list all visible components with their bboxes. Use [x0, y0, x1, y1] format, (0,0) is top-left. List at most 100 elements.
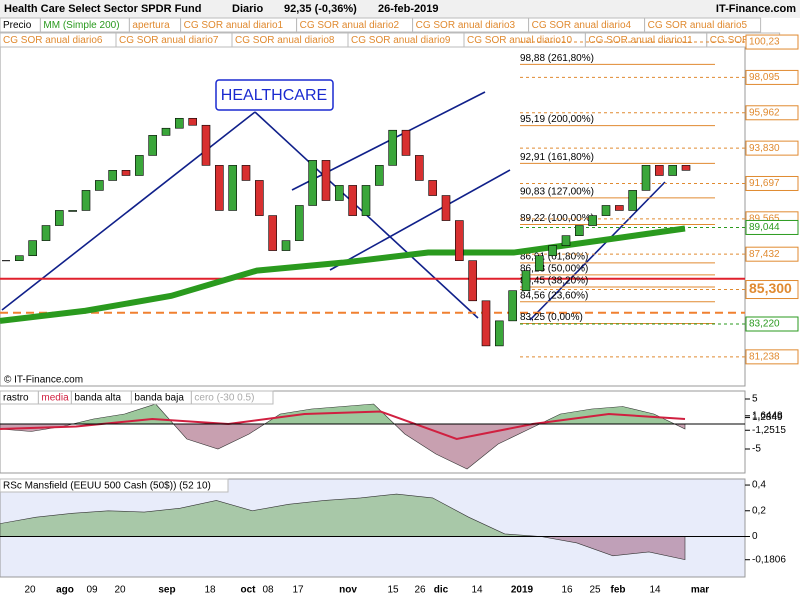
copyright: © IT-Finance.com — [4, 375, 83, 386]
candle — [255, 180, 264, 216]
legend-item: CG SOR anual — [710, 35, 777, 46]
fib-label: 90,83 (127,00%) — [520, 186, 594, 197]
candle — [681, 165, 691, 171]
legend-item: Precio — [3, 20, 32, 31]
candle — [601, 205, 611, 216]
price-label: 87,432 — [749, 249, 780, 260]
legend-item: CG SOR anual diario5 — [648, 20, 748, 31]
candle — [41, 225, 51, 241]
legend-item: CG SOR anual diario1 — [184, 20, 284, 31]
candle — [481, 300, 491, 347]
price-label: 89,044 — [749, 222, 780, 233]
y-tick-label: -5 — [752, 444, 761, 455]
last-price: 92,35 (-0,36%) — [284, 3, 357, 15]
price-label: 100,23 — [749, 37, 780, 48]
legend-item: MM (Simple 200) — [43, 20, 119, 31]
x-tick-label: 14 — [649, 585, 661, 596]
candle — [388, 129, 397, 166]
y-tick-label: 1,2849 — [752, 412, 783, 423]
indicator-legend-box — [0, 478, 229, 493]
x-tick-label: 17 — [292, 585, 304, 596]
price-label: 98,095 — [749, 72, 780, 83]
candle — [668, 165, 677, 176]
legend-item: CG SOR anual diario3 — [416, 20, 516, 31]
price-label-box — [745, 105, 799, 121]
y-tick-label: -0,1806 — [752, 554, 786, 565]
y-tick-label: 1,6448 — [752, 410, 783, 421]
x-tick-label: dic — [434, 585, 449, 596]
indicator-area — [0, 493, 686, 537]
candle — [228, 165, 237, 211]
price-label-box — [745, 175, 799, 191]
fib-label: 86,91 (61,80%) — [520, 251, 588, 262]
price-label: 89,565 — [749, 213, 780, 224]
x-tick-label: 26 — [414, 585, 426, 596]
candle — [201, 124, 211, 166]
indicator-legend: media — [41, 393, 69, 404]
legend-item: CG SOR anual diario2 — [300, 20, 400, 31]
candle — [588, 215, 597, 226]
x-tick-label: 08 — [262, 585, 274, 596]
candle — [241, 165, 251, 181]
y-tick-label: 0,4 — [752, 480, 766, 491]
date: 26-feb-2019 — [378, 3, 439, 15]
price-label: 93,830 — [749, 143, 780, 154]
x-tick-label: mar — [691, 585, 709, 596]
x-tick-label: 2019 — [511, 585, 534, 596]
candle — [68, 210, 77, 212]
indicator-area — [0, 424, 686, 470]
price-label-box — [745, 219, 799, 235]
legend-item: CG SOR anual diario6 — [3, 35, 103, 46]
fib-label: 95,19 (200,00%) — [520, 114, 594, 125]
x-tick-label: sep — [158, 585, 175, 596]
candle — [161, 127, 171, 136]
price-label: 91,697 — [749, 178, 780, 189]
fib-label: 84,56 (23,60%) — [520, 290, 588, 301]
candle — [121, 170, 131, 176]
price-label-box — [745, 69, 799, 85]
moving-average — [0, 225, 686, 324]
x-tick-label: nov — [339, 585, 357, 596]
legend-item: CG SOR anual diario8 — [235, 35, 335, 46]
x-tick-label: 20 — [114, 585, 126, 596]
price-label-box — [745, 280, 799, 300]
legend-item: CG SOR anual diario10 — [467, 35, 572, 46]
fib-label: 83,25 (0,00%) — [520, 312, 583, 323]
candle — [655, 165, 664, 176]
x-tick-label: 20 — [24, 585, 36, 596]
brand: IT-Finance.com — [716, 3, 796, 15]
candle — [508, 290, 517, 322]
candle — [575, 225, 584, 236]
legend-item: CG SOR anual diario11 — [588, 35, 693, 46]
candle — [308, 160, 317, 206]
price-label: 81,238 — [749, 351, 780, 362]
legend-item: CG SOR anual diario7 — [119, 35, 219, 46]
candle — [281, 240, 291, 251]
fib-label: 85,45 (38,20%) — [520, 276, 588, 287]
candle — [188, 117, 197, 126]
fib-label: 98,88 (261,80%) — [520, 53, 594, 64]
title: Health Care Select Sector SPDR Fund — [4, 3, 201, 15]
indicator-legend: rastro — [3, 393, 29, 404]
x-tick-label: 15 — [387, 585, 399, 596]
candle — [455, 220, 464, 261]
price-label-box — [745, 316, 799, 332]
x-tick-label: 25 — [589, 585, 601, 596]
candle — [561, 235, 571, 246]
candle — [321, 160, 331, 201]
y-tick-label: 0,2 — [752, 505, 766, 516]
candle — [135, 155, 144, 176]
x-tick-label: 16 — [561, 585, 573, 596]
fib-label: 92,91 (161,80%) — [520, 152, 594, 163]
indicator-legend: banda baja — [134, 393, 184, 404]
period: Diario — [232, 3, 263, 15]
candle — [108, 170, 117, 181]
legend-item-box — [644, 17, 762, 33]
candle — [215, 165, 224, 211]
x-tick-label: oct — [241, 585, 257, 596]
candle — [521, 270, 531, 291]
candle — [495, 320, 504, 347]
candle — [375, 165, 384, 186]
candle — [55, 210, 64, 226]
